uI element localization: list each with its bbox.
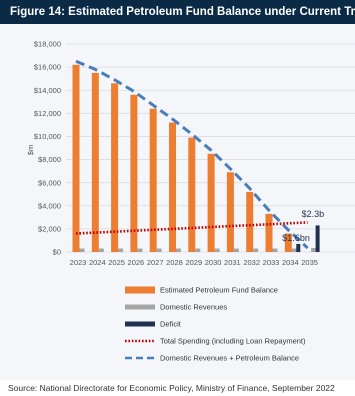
x-tick-label: 2023: [70, 258, 87, 267]
y-tick-label: $12,000: [34, 109, 61, 118]
figure-title: Figure 14: Estimated Petroleum Fund Bala…: [0, 0, 355, 24]
legend-swatch: [125, 286, 155, 294]
y-tick-label: $0: [53, 248, 61, 257]
bar-balance: [130, 94, 138, 252]
bar-domestic-revenue: [253, 248, 259, 252]
bar-deficit: [296, 243, 301, 252]
bar-domestic-revenue: [156, 248, 162, 252]
x-tick-label: 2028: [166, 258, 183, 267]
chart-panel: $0 $2,000 $4,000 $6,000 $8,000 $10,000 $12,000…: [0, 24, 355, 380]
annotation-label: $1.6bn: [282, 233, 310, 243]
bar-domestic-revenue: [137, 248, 143, 252]
y-tick-label: $6,000: [38, 178, 61, 187]
bar-balance: [188, 137, 196, 252]
bar-balance: [207, 153, 215, 252]
bar-balance: [149, 108, 157, 252]
y-tick-label: $2,000: [38, 224, 61, 233]
bar-domestic-revenue: [176, 248, 181, 252]
bar-balance: [72, 64, 80, 252]
y-tick-label: $16,000: [34, 63, 61, 72]
x-tick-label: 2030: [205, 258, 222, 267]
x-tick-label: 2035: [301, 258, 318, 267]
legend-label: Domestic Revenues + Petroleum Balance: [160, 354, 299, 363]
x-tick-label: 2024: [89, 258, 106, 267]
bar-balance: [91, 72, 99, 252]
bar-domestic-revenue: [98, 248, 104, 252]
source-note: Source: National Directorate for Economi…: [0, 380, 355, 396]
line-domestic-plus-balance: [75, 59, 309, 250]
bar-domestic-revenue: [233, 248, 239, 252]
y-tick-label: $10,000: [34, 132, 61, 141]
bar-balance: [111, 83, 119, 253]
x-tick-label: 2026: [128, 258, 145, 267]
x-tick-label: 2032: [243, 258, 260, 267]
x-tick-label: 2025: [108, 258, 125, 267]
bar-balance: [169, 122, 176, 252]
legend-label: Estimated Petroleum Fund Balance: [160, 286, 278, 295]
petroleum-fund-chart: $0 $2,000 $4,000 $6,000 $8,000 $10,000 $12,000…: [26, 40, 355, 363]
legend-swatch: [125, 321, 155, 327]
annotation-label: $2.3b: [302, 209, 325, 219]
bar-domestic-revenue: [195, 248, 201, 252]
legend-label: Domestic Revenues: [160, 303, 227, 312]
legend-label: Total Spending (including Loan Repayment…: [160, 337, 306, 346]
bar-balance: [246, 191, 254, 252]
x-tick-label: 2029: [185, 258, 202, 267]
legend-label: Deficit: [160, 320, 182, 329]
bar-domestic-revenue: [214, 248, 220, 252]
y-tick-label: $8,000: [38, 155, 61, 164]
x-tick-label: 2033: [263, 258, 280, 267]
bar-domestic-revenue: [291, 248, 297, 252]
bar-domestic-revenue: [311, 247, 317, 252]
x-tick-label: 2027: [147, 258, 164, 267]
bar-balance: [284, 233, 292, 252]
x-tick-label: 2034: [282, 258, 299, 267]
bar-balance: [226, 172, 234, 252]
bar-domestic-revenue: [79, 248, 85, 252]
line-total-spending: [75, 221, 308, 235]
y-tick-label: $18,000: [34, 40, 61, 49]
y-axis-label: $m: [26, 145, 35, 155]
legend-swatch: [125, 304, 155, 310]
x-tick-label: 2031: [224, 258, 241, 267]
bar-balance: [265, 213, 273, 252]
bar-domestic-revenue: [118, 248, 124, 252]
bar-domestic-revenue: [272, 248, 278, 252]
bar-deficit: [315, 225, 320, 252]
y-tick-label: $14,000: [34, 86, 61, 95]
y-tick-label: $4,000: [38, 201, 61, 210]
